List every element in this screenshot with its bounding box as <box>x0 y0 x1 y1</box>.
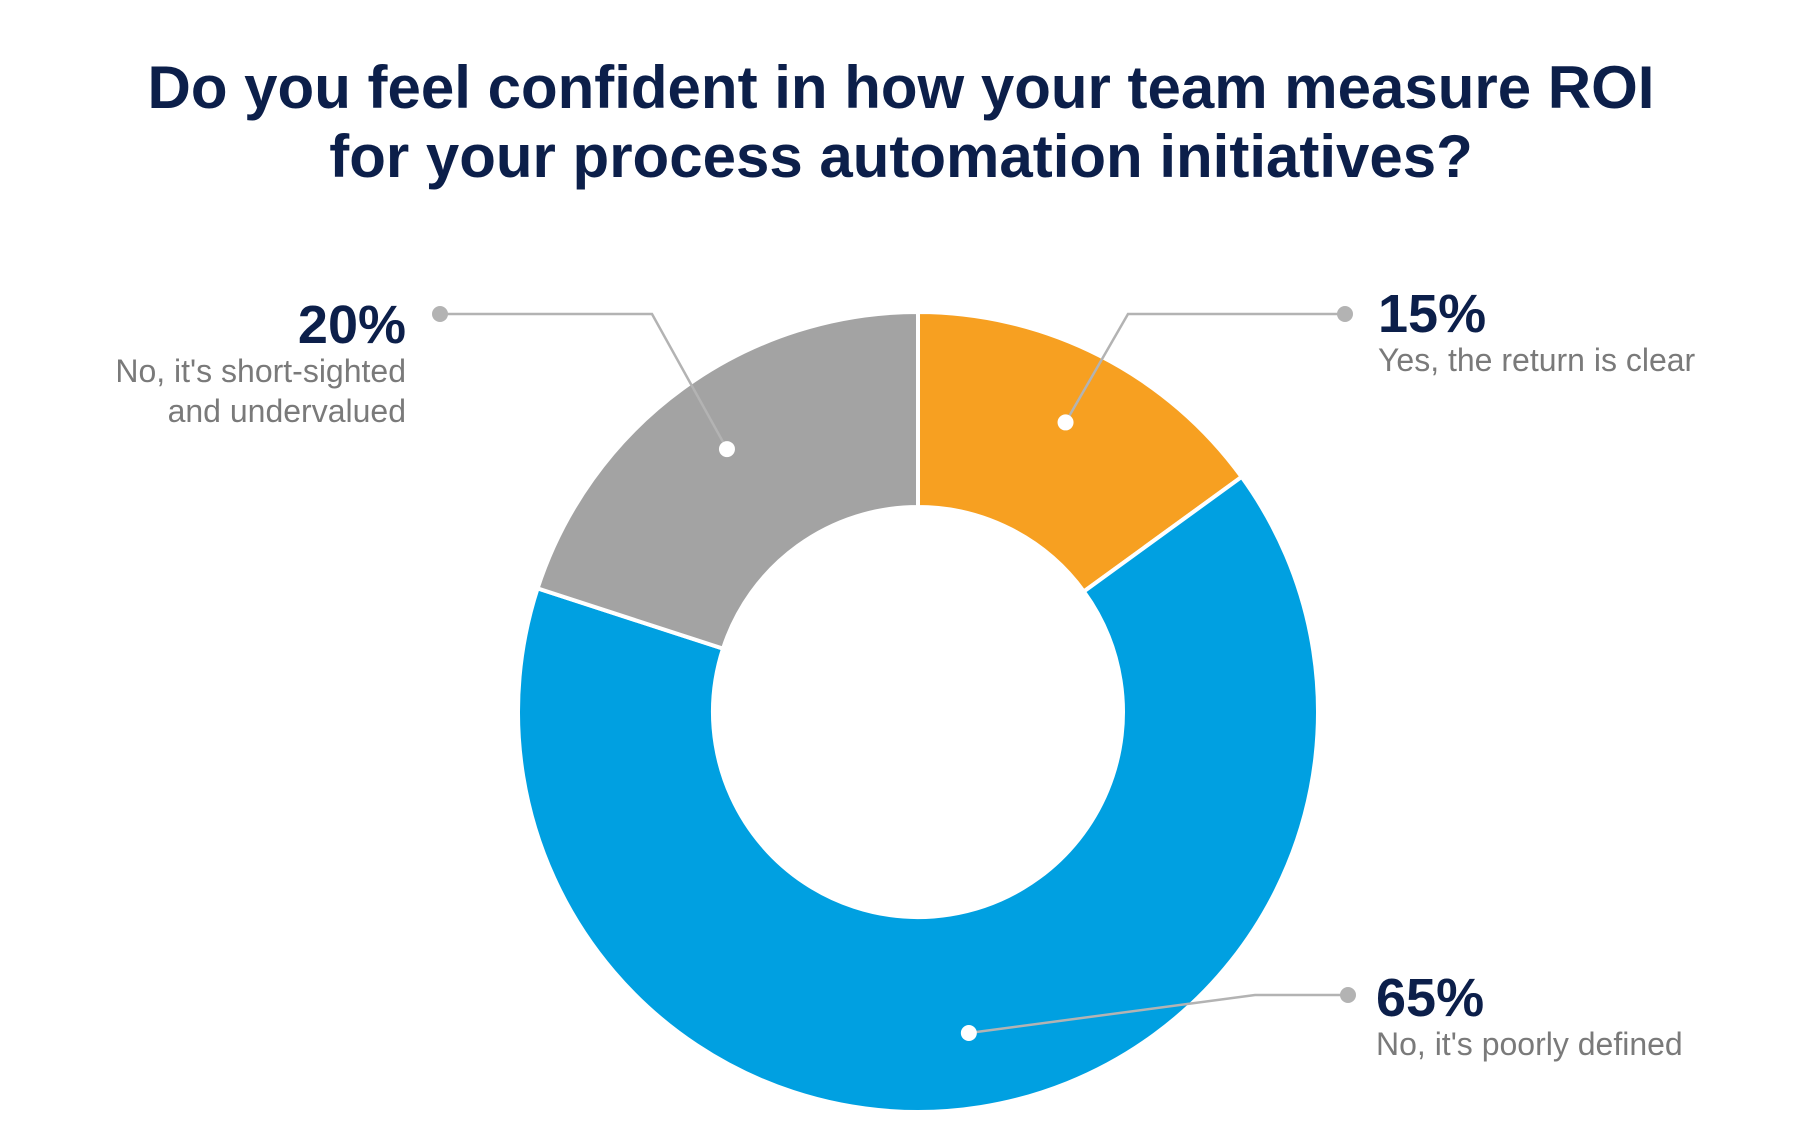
leader-end-dot-3 <box>432 306 448 322</box>
leader-anchor-dot-3 <box>718 441 735 458</box>
slice-value-label-2: 65% <box>1376 968 1484 1028</box>
slice-category-label-3-line-2: and undervalued <box>168 393 406 429</box>
chart-title-line-1: Do you feel confident in how your team m… <box>148 54 1655 121</box>
slice-category-label-3-line-1: No, it's short-sighted <box>115 353 406 389</box>
leader-end-dot-2 <box>1340 987 1356 1003</box>
slice-category-label-1-line-1: Yes, the return is clear <box>1378 342 1696 378</box>
donut-slice-2 <box>516 474 1320 1114</box>
leader-anchor-dot-2 <box>960 1024 977 1041</box>
donut-slices <box>516 309 1320 1114</box>
leader-anchor-dot-1 <box>1057 414 1074 431</box>
leader-lines <box>432 306 1356 1041</box>
leader-line-3 <box>440 312 729 450</box>
slice-value-label-1: 15% <box>1378 284 1486 344</box>
slice-labels: 15%Yes, the return is clear 65%No, it's p… <box>115 284 1695 1062</box>
slice-category-label-2-line-1: No, it's poorly defined <box>1376 1026 1683 1062</box>
leader-end-dot-1 <box>1337 306 1353 322</box>
donut-slice-3 <box>535 309 920 652</box>
donut-slice-1 <box>916 309 1245 595</box>
chart-title-line-2: for your process automation initiatives? <box>329 123 1473 190</box>
slice-value-label-3: 20% <box>298 295 406 355</box>
leader-line-1 <box>1064 312 1345 424</box>
leader-line-2 <box>968 993 1348 1035</box>
